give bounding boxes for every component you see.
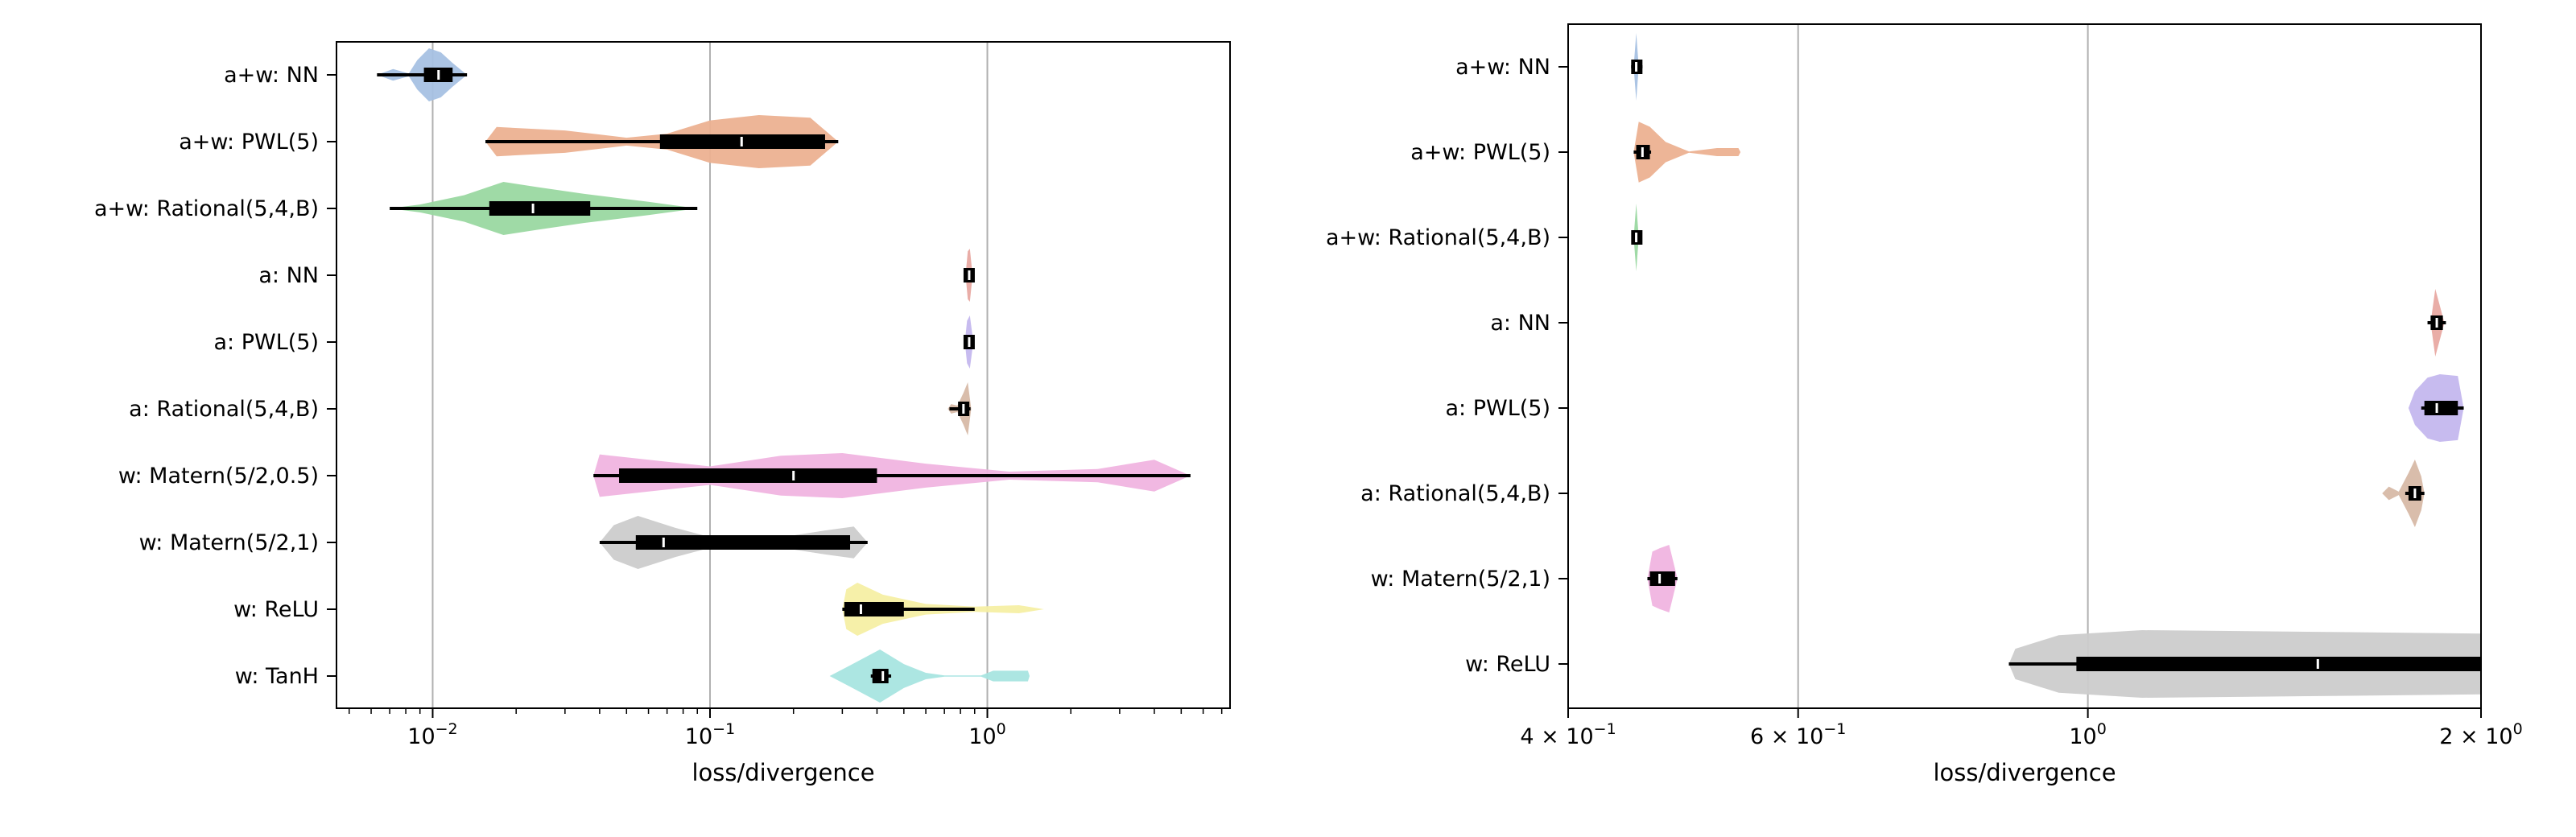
right-grid [1797, 24, 2089, 708]
right-violin-4 [2408, 374, 2464, 442]
left-violin-5 [947, 382, 972, 435]
right-category-label: a+w: NN [1455, 55, 1550, 80]
right-y-axis: a+w: NN a+w: PWL(5) a+w: Rational(5,4,B) a:… [1326, 55, 1568, 677]
right-violin-0 [1631, 33, 1643, 101]
left-y-axis: a+w: NN a+w: PWL(5) a+w: Rational(5,4,B) a:… [94, 63, 336, 689]
left-category-label: a+w: NN [224, 63, 319, 88]
left-x-tick-label: 10−2 [407, 720, 457, 749]
right-violin-chart: a+w: NN a+w: PWL(5) a+w: Rational(5,4,B) a:… [1326, 23, 2523, 786]
right-category-label: a+w: Rational(5,4,B) [1326, 225, 1550, 250]
iqr-box [1649, 571, 1675, 586]
left-violin-6 [593, 453, 1191, 498]
right-violin-1 [1633, 122, 1741, 183]
left-category-label: a+w: Rational(5,4,B) [94, 196, 319, 221]
left-x-tick-label: 100 [968, 720, 1005, 749]
left-violin-2 [390, 182, 698, 235]
violin-body [1633, 122, 1741, 183]
left-violin-0 [377, 48, 468, 101]
left-violin-chart: a+w: NN a+w: PWL(5) a+w: Rational(5,4,B) a:… [94, 41, 1231, 786]
iqr-box [619, 468, 877, 483]
left-x-axis-label: loss/divergence [691, 759, 874, 786]
left-category-label: a: NN [258, 263, 319, 288]
right-violins [1631, 33, 2481, 698]
right-violin-3 [2427, 289, 2446, 357]
right-violin-6 [1647, 545, 1678, 612]
right-x-axis-label: loss/divergence [1933, 759, 2116, 786]
left-category-label: a: PWL(5) [214, 330, 320, 355]
right-category-label: a+w: PWL(5) [1410, 140, 1550, 165]
right-category-label: a: Rational(5,4,B) [1360, 481, 1550, 506]
left-category-label: w: ReLU [233, 597, 319, 622]
right-category-label: w: Matern(5/2,1) [1371, 567, 1550, 592]
right-violin-5 [2382, 460, 2425, 527]
right-category-label: a: PWL(5) [1446, 396, 1551, 421]
left-violin-1 [485, 115, 839, 168]
right-plot-frame [1567, 23, 2482, 709]
right-x-axis: 4 × 10−1 6 × 10−1 100 2 × 100 [1520, 708, 2523, 749]
left-category-label: a: Rational(5,4,B) [129, 397, 319, 422]
right-violin-2 [1631, 204, 1643, 271]
right-x-tick-label: 6 × 10−1 [1750, 720, 1846, 749]
iqr-box [635, 535, 851, 550]
iqr-box [489, 201, 591, 216]
left-violins [377, 48, 1191, 703]
left-category-label: w: TanH [235, 664, 319, 689]
left-plot-frame [336, 41, 1231, 709]
right-x-tick-label: 4 × 10−1 [1520, 720, 1616, 749]
left-violin-4 [963, 315, 975, 369]
iqr-box [2076, 657, 2481, 671]
right-violin-7 [2008, 630, 2481, 698]
right-x-tick-label: 2 × 100 [2439, 720, 2522, 749]
right-x-tick-label: 100 [2069, 720, 2106, 749]
left-violin-7 [599, 516, 868, 569]
left-category-label: a+w: PWL(5) [179, 130, 319, 155]
iqr-box [872, 669, 889, 683]
violin-body [829, 649, 1030, 703]
right-category-label: w: ReLU [1465, 652, 1550, 677]
violin-body [2382, 460, 2425, 527]
iqr-box [2424, 401, 2458, 415]
left-x-tick-label: 10−1 [685, 720, 735, 749]
right-category-label: a: NN [1490, 311, 1550, 336]
iqr-box [844, 602, 904, 616]
left-category-label: w: Matern(5/2,0.5) [118, 464, 319, 489]
left-violin-9 [829, 649, 1030, 703]
left-violin-3 [963, 249, 975, 302]
left-x-axis: 10−2 10−1 100 [349, 708, 1223, 749]
left-category-label: w: Matern(5/2,1) [139, 530, 319, 555]
left-violin-8 [842, 583, 1044, 636]
